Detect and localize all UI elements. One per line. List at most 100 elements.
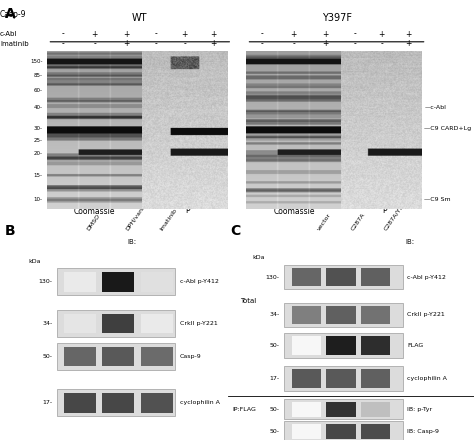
Text: -: - bbox=[353, 40, 356, 48]
Bar bbox=[284, 400, 402, 419]
Text: +: + bbox=[210, 29, 217, 39]
Bar bbox=[284, 366, 402, 391]
Bar bbox=[141, 314, 173, 334]
Text: IB: Casp-9: IB: Casp-9 bbox=[408, 429, 439, 434]
Text: -: - bbox=[183, 40, 186, 48]
Text: 17-: 17- bbox=[269, 376, 279, 381]
Bar bbox=[57, 389, 175, 416]
Text: +: + bbox=[123, 29, 129, 39]
Text: CrkII p-Y221: CrkII p-Y221 bbox=[180, 321, 218, 326]
Bar bbox=[326, 268, 356, 286]
Text: +: + bbox=[322, 29, 328, 39]
Text: kDa: kDa bbox=[28, 259, 41, 264]
Text: B: B bbox=[5, 224, 15, 238]
Bar bbox=[64, 347, 96, 367]
Text: 150-: 150- bbox=[30, 59, 43, 64]
Text: kDa: kDa bbox=[252, 255, 264, 260]
Text: FLAG: FLAG bbox=[408, 343, 424, 348]
Text: CrkII p-Y221: CrkII p-Y221 bbox=[408, 312, 445, 317]
Bar bbox=[284, 422, 402, 440]
Text: +: + bbox=[405, 40, 411, 48]
Text: cyclophilin A: cyclophilin A bbox=[408, 376, 447, 381]
Text: 50-: 50- bbox=[269, 407, 279, 412]
Text: Y397F: Y397F bbox=[321, 13, 352, 23]
Bar bbox=[141, 347, 173, 367]
Bar bbox=[361, 370, 390, 388]
Bar bbox=[361, 337, 390, 355]
Text: 25-: 25- bbox=[34, 139, 43, 143]
Text: +: + bbox=[405, 29, 411, 39]
Text: 60-: 60- bbox=[34, 88, 43, 93]
Text: Total: Total bbox=[240, 298, 256, 304]
Text: 30-: 30- bbox=[34, 126, 43, 131]
Text: c-Abl p-Y412: c-Abl p-Y412 bbox=[180, 279, 219, 284]
Bar bbox=[57, 268, 175, 295]
Text: 50-: 50- bbox=[42, 354, 52, 359]
Text: WT: WT bbox=[132, 13, 147, 23]
Text: +: + bbox=[182, 29, 188, 39]
Text: -: - bbox=[155, 29, 158, 39]
Text: DPH/vanadate: DPH/vanadate bbox=[125, 192, 155, 232]
Bar bbox=[57, 310, 175, 337]
Bar bbox=[141, 393, 173, 413]
Bar bbox=[326, 424, 356, 439]
Text: -: - bbox=[93, 40, 96, 48]
Bar bbox=[326, 306, 356, 324]
Bar bbox=[361, 402, 390, 417]
Bar bbox=[292, 402, 321, 417]
Text: 130-: 130- bbox=[265, 275, 279, 280]
Text: Imatinib: Imatinib bbox=[0, 41, 28, 47]
Text: 85-: 85- bbox=[34, 73, 43, 78]
Bar bbox=[102, 347, 134, 367]
Text: -: - bbox=[261, 29, 264, 39]
Text: C287A: C287A bbox=[351, 212, 366, 232]
Bar bbox=[292, 337, 321, 355]
Text: Imatinib: Imatinib bbox=[159, 208, 178, 232]
Text: 15-: 15- bbox=[34, 173, 43, 178]
Bar bbox=[326, 337, 356, 355]
Text: +: + bbox=[378, 29, 385, 39]
Text: +: + bbox=[210, 40, 217, 48]
Text: IB:: IB: bbox=[128, 239, 137, 245]
Text: 50-: 50- bbox=[269, 343, 279, 348]
Text: +: + bbox=[123, 40, 129, 48]
Bar bbox=[102, 272, 134, 292]
Text: -: - bbox=[292, 40, 295, 48]
Bar bbox=[292, 424, 321, 439]
Text: +: + bbox=[291, 29, 297, 39]
Text: A: A bbox=[5, 7, 16, 21]
Text: -: - bbox=[62, 40, 64, 48]
Bar bbox=[284, 334, 402, 357]
Text: 17-: 17- bbox=[42, 400, 52, 405]
Bar bbox=[326, 402, 356, 417]
Text: Coomassie: Coomassie bbox=[273, 207, 315, 216]
Text: 50-: 50- bbox=[269, 429, 279, 434]
Text: IB: p-Tyr: IB: p-Tyr bbox=[408, 407, 433, 412]
Bar bbox=[141, 272, 173, 292]
Text: 130-: 130- bbox=[38, 279, 52, 284]
Bar bbox=[57, 343, 175, 370]
Bar bbox=[361, 268, 390, 286]
Text: 34-: 34- bbox=[269, 312, 279, 317]
Text: -: - bbox=[261, 40, 264, 48]
Text: -: - bbox=[353, 29, 356, 39]
Bar bbox=[102, 314, 134, 334]
Text: 34-: 34- bbox=[42, 321, 52, 326]
Bar bbox=[361, 306, 390, 324]
Text: Coomassie: Coomassie bbox=[74, 207, 116, 216]
Text: 40-: 40- bbox=[34, 105, 43, 110]
Text: —C9 Sm: —C9 Sm bbox=[424, 197, 451, 202]
Bar bbox=[292, 370, 321, 388]
Bar bbox=[361, 424, 390, 439]
Text: c-Abl: c-Abl bbox=[0, 31, 18, 37]
Text: +: + bbox=[322, 40, 328, 48]
Text: DMSO: DMSO bbox=[86, 213, 101, 232]
Text: vector: vector bbox=[316, 213, 332, 232]
Text: $^{32}$P: $^{32}$P bbox=[375, 203, 388, 216]
Text: -: - bbox=[155, 40, 158, 48]
Text: c-Abl p-Y412: c-Abl p-Y412 bbox=[408, 275, 447, 280]
Bar bbox=[292, 268, 321, 286]
Text: —C9 CARD+Lg: —C9 CARD+Lg bbox=[424, 126, 471, 131]
Text: Casp-9: Casp-9 bbox=[0, 10, 27, 18]
Bar bbox=[64, 393, 96, 413]
